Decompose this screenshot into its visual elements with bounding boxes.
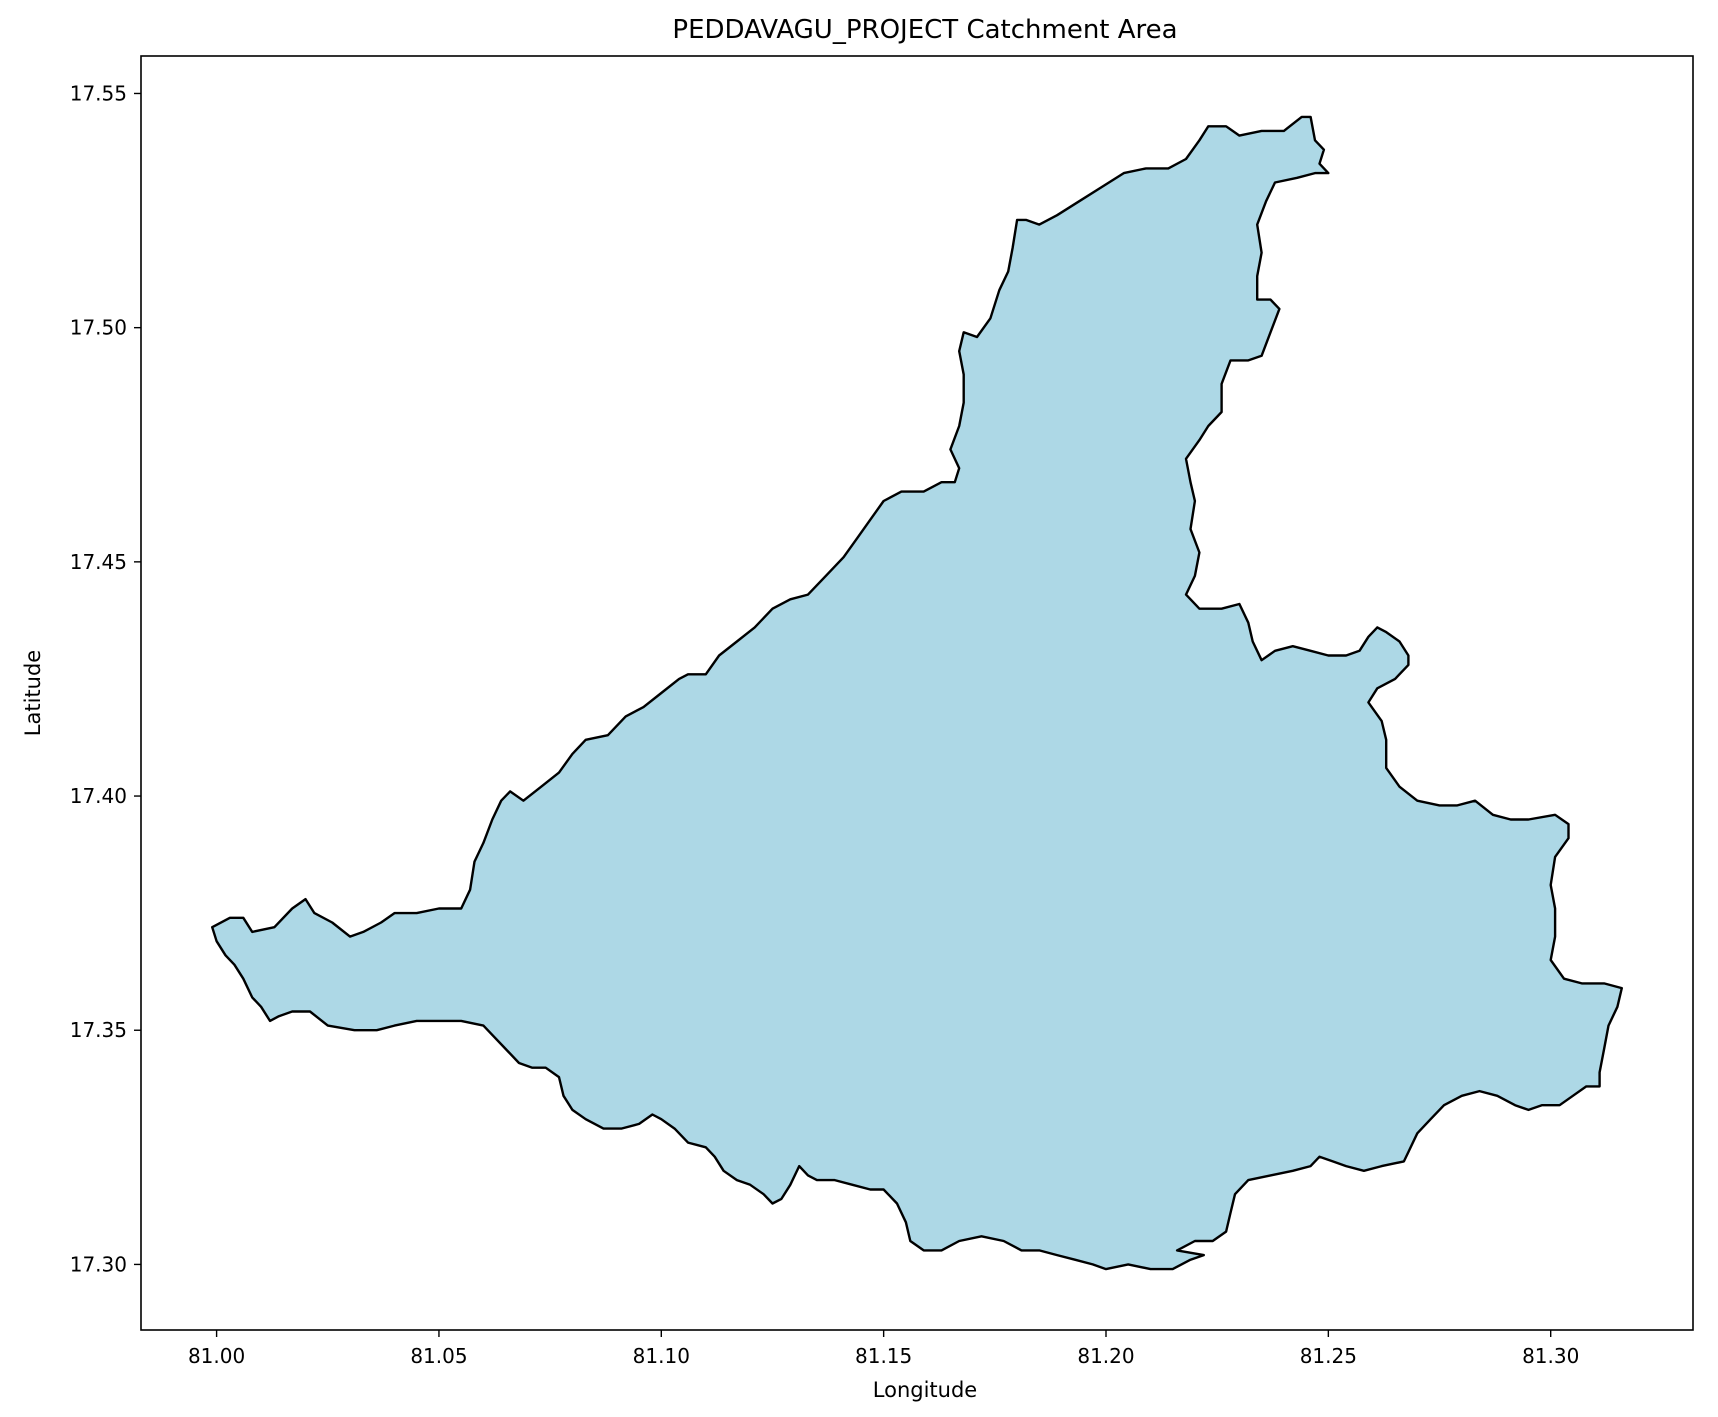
x-tick-label: 81.30 xyxy=(1522,1344,1579,1368)
y-tick-label: 17.55 xyxy=(70,81,127,105)
catchment-boundary-polygon xyxy=(211,115,1623,1271)
axes-frame xyxy=(140,55,1694,1331)
y-tick-label: 17.35 xyxy=(70,1018,127,1042)
x-tick-label: 81.25 xyxy=(1300,1344,1357,1368)
x-axis-ticks: 81.00 81.05 81.10 81.15 81.20 81.25 81.30 xyxy=(188,1330,1579,1368)
y-tick-label: 17.45 xyxy=(70,550,127,574)
y-axis-label: Latitude xyxy=(21,650,45,736)
x-tick-label: 81.15 xyxy=(855,1344,912,1368)
x-tick-label: 81.05 xyxy=(410,1344,467,1368)
x-tick-label: 81.00 xyxy=(188,1344,245,1368)
map-title: PEDDAVAGU_PROJECT Catchment Area xyxy=(672,15,1177,45)
x-tick-label: 81.20 xyxy=(1077,1344,1134,1368)
plot-area xyxy=(140,55,1694,1331)
y-tick-label: 17.50 xyxy=(70,316,127,340)
y-tick-label: 17.40 xyxy=(70,784,127,808)
x-axis-label: Longitude xyxy=(873,1378,977,1402)
x-tick-label: 81.10 xyxy=(633,1344,690,1368)
y-tick-label: 17.30 xyxy=(70,1252,127,1276)
y-axis-ticks: 17.30 17.35 17.40 17.45 17.50 17.55 xyxy=(70,81,141,1276)
